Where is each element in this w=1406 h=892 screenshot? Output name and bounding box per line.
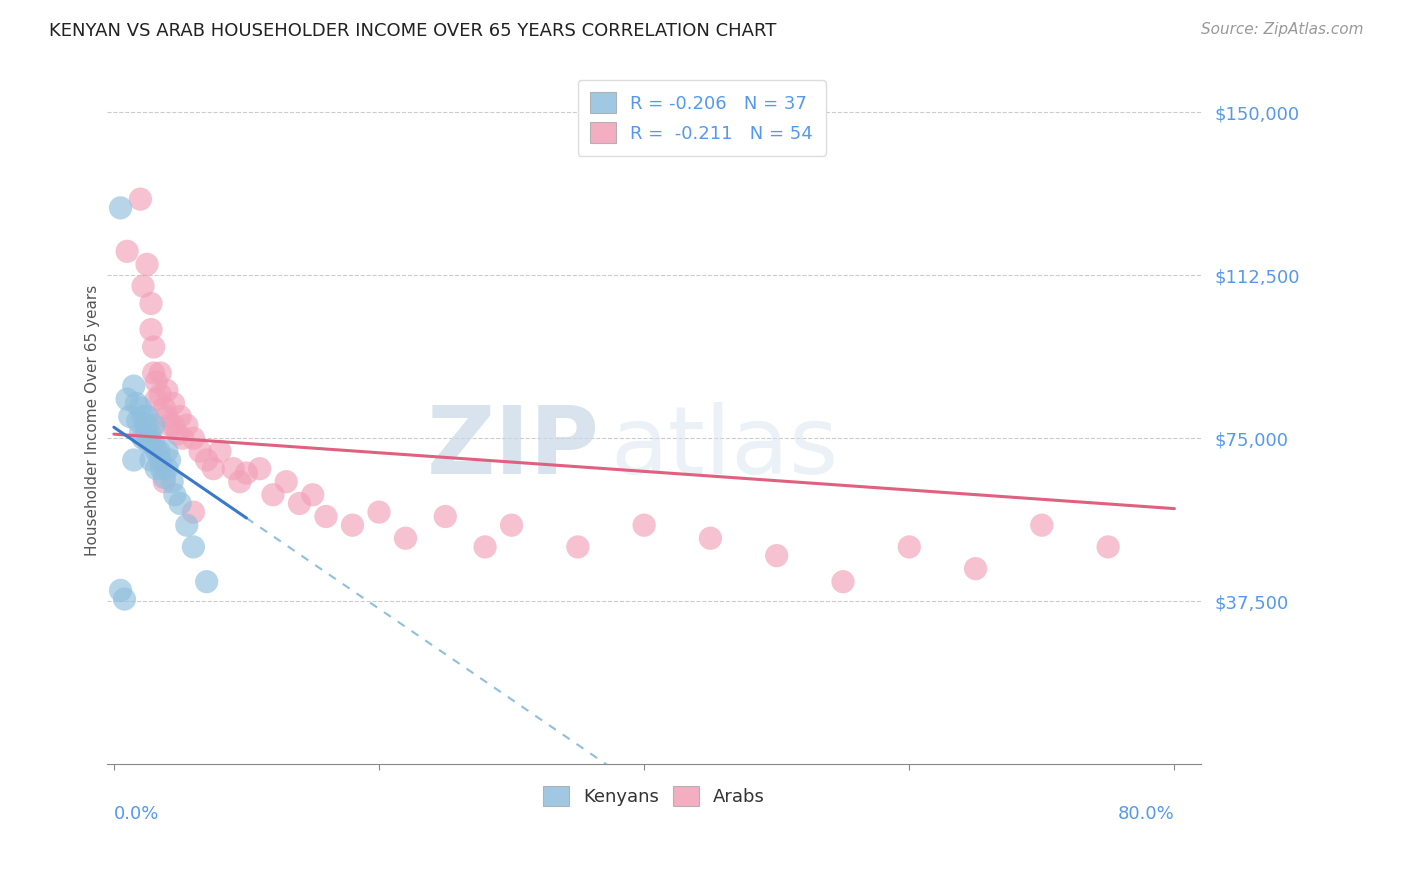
Point [118,409,141,424]
Point [159,418,181,433]
Point [342,518,364,533]
Point [150,461,173,475]
Point [288,496,311,510]
Point [368,505,391,519]
Point [965,562,987,576]
Point [156,384,179,398]
Point [142,340,165,354]
Point [208,444,231,458]
Point [166,426,188,441]
Text: 80.0%: 80.0% [1118,805,1174,823]
Text: ZIP: ZIP [426,402,599,494]
Point [153,475,176,489]
Point [235,466,257,480]
Point [176,418,198,433]
Point [138,435,160,450]
Text: 0.0%: 0.0% [114,805,159,823]
Point [139,435,162,450]
Point [149,453,172,467]
Point [162,396,184,410]
Point [276,475,298,489]
Point [188,444,211,458]
Point [1097,540,1119,554]
Point [135,418,157,433]
Point [145,444,167,458]
Point [832,574,855,589]
Point [115,392,138,406]
Text: atlas: atlas [610,402,838,494]
Point [765,549,787,563]
Point [139,296,162,310]
Point [122,379,145,393]
Point [129,401,152,415]
Point [301,488,323,502]
Point [110,201,132,215]
Point [162,418,184,433]
Point [474,540,496,554]
Point [153,470,176,484]
Point [156,409,179,424]
Point [183,540,205,554]
Point [142,418,165,433]
Point [156,444,179,458]
Point [132,279,155,293]
Point [249,461,271,475]
Point [136,426,159,441]
Point [149,388,172,402]
Point [136,418,159,433]
Point [159,453,181,467]
Point [394,531,416,545]
Point [222,461,245,475]
Point [139,322,162,336]
Point [501,518,523,533]
Point [898,540,921,554]
Point [132,431,155,445]
Point [633,518,655,533]
Point [129,192,152,206]
Text: KENYAN VS ARAB HOUSEHOLDER INCOME OVER 65 YEARS CORRELATION CHART: KENYAN VS ARAB HOUSEHOLDER INCOME OVER 6… [49,22,776,40]
Y-axis label: Householder Income Over 65 years: Householder Income Over 65 years [86,285,100,557]
Point [163,488,186,502]
Point [145,392,167,406]
Point [699,531,721,545]
Point [149,366,172,380]
Point [114,592,136,607]
Point [183,431,205,445]
Point [176,518,198,533]
Point [142,366,165,380]
Point [148,444,170,458]
Point [262,488,284,502]
Point [153,401,176,415]
Point [145,461,167,475]
Point [127,414,149,428]
Point [195,574,218,589]
Point [315,509,337,524]
Point [136,409,159,424]
Point [195,453,218,467]
Point [229,475,252,489]
Legend: Kenyans, Arabs: Kenyans, Arabs [536,779,772,814]
Point [434,509,457,524]
Point [125,396,148,410]
Point [169,409,191,424]
Point [172,431,194,445]
Point [145,375,167,389]
Point [169,496,191,510]
Point [567,540,589,554]
Point [138,426,160,441]
Point [142,435,165,450]
Point [139,453,162,467]
Point [132,409,155,424]
Text: Source: ZipAtlas.com: Source: ZipAtlas.com [1201,22,1364,37]
Point [136,257,159,271]
Point [183,505,205,519]
Point [110,583,132,598]
Point [122,453,145,467]
Point [129,426,152,441]
Point [156,461,179,475]
Point [160,475,183,489]
Point [115,244,138,259]
Point [202,461,225,475]
Point [1031,518,1053,533]
